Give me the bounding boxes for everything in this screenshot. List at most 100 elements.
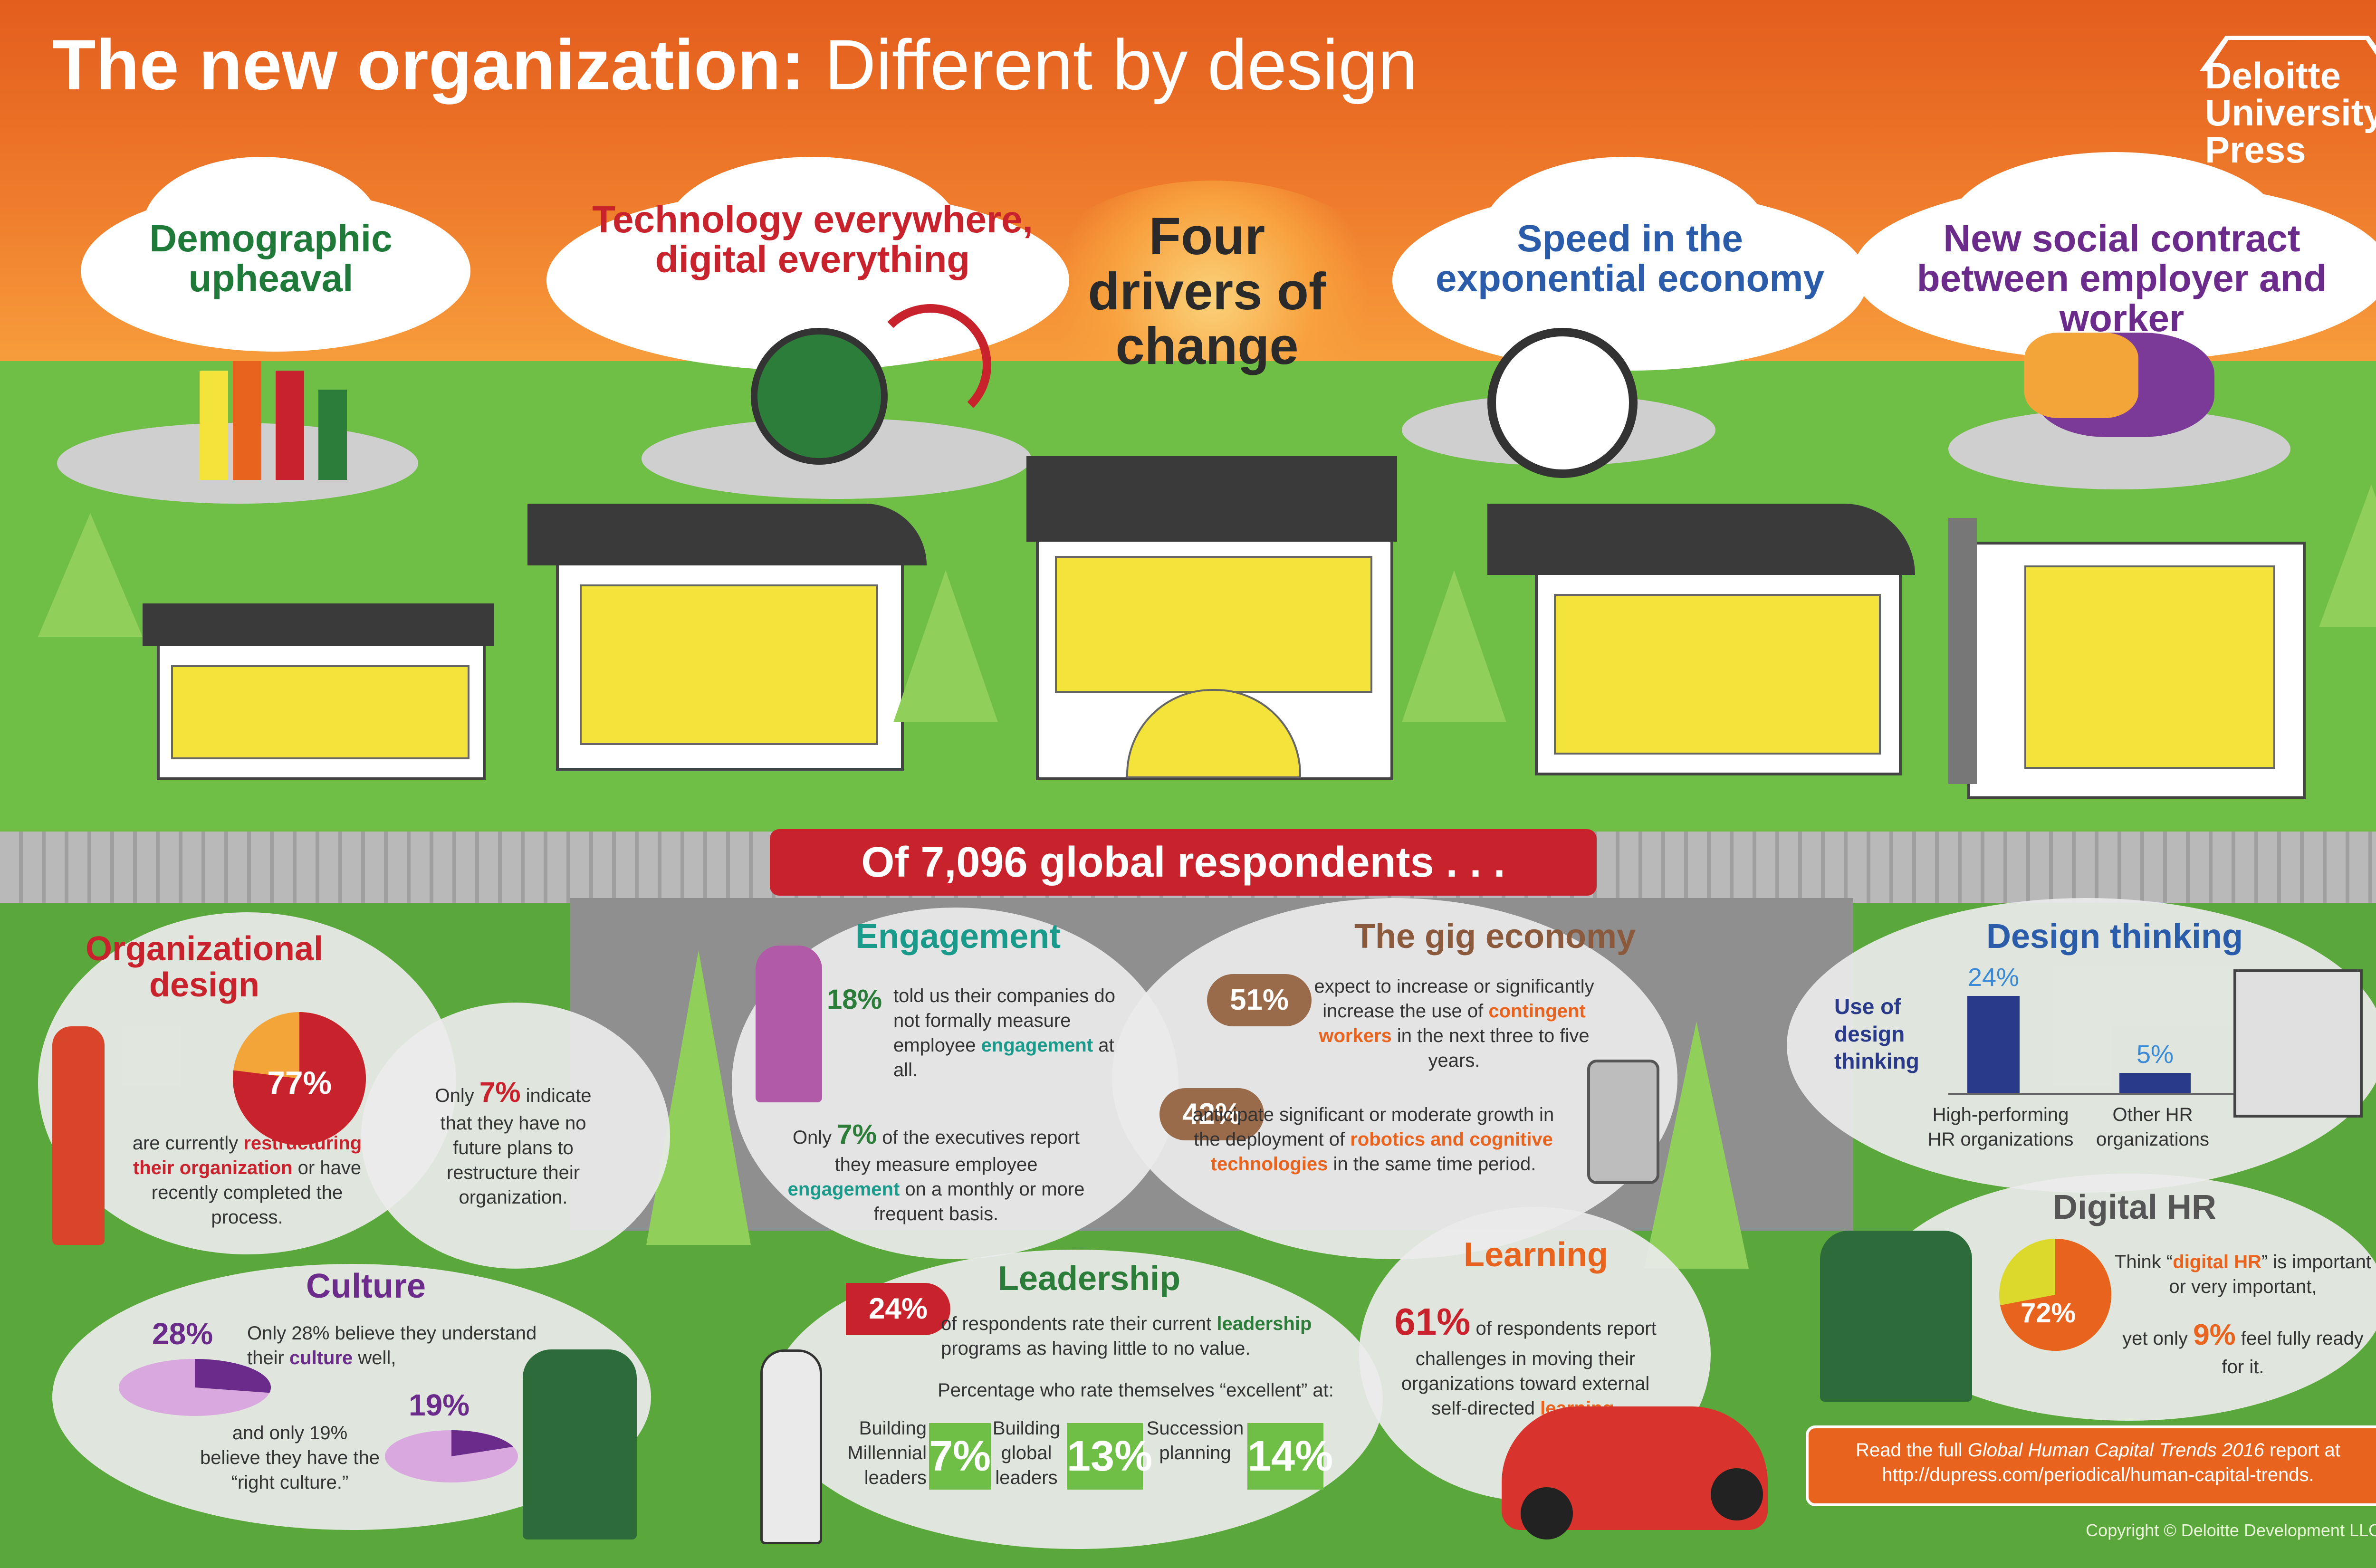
design-thinking-chart: 24% 5% bbox=[1948, 963, 2290, 1126]
org-design-text: are currently restructuring their organi… bbox=[132, 1133, 362, 1228]
design-thinking-title: Design thinking bbox=[1986, 918, 2243, 956]
leadership-item-label-1: Building global leaders bbox=[992, 1418, 1061, 1488]
house-1-roof bbox=[143, 603, 494, 646]
3d-printer-icon bbox=[2233, 969, 2363, 1118]
house-5-window bbox=[2024, 565, 2275, 769]
leadership-item-value-0: 7% bbox=[929, 1423, 991, 1490]
leadership-item-label-0: Building Millennial leaders bbox=[847, 1418, 927, 1488]
respondents-banner: Of 7,096 global respondents . . . bbox=[770, 829, 1597, 896]
house-5-roof bbox=[1948, 518, 1977, 784]
design-thinking-axis-label: Use of design thinking bbox=[1834, 994, 1919, 1073]
culture-pie-2 bbox=[385, 1430, 518, 1482]
org-design-percent: 77% bbox=[267, 1065, 332, 1101]
house-2-roof bbox=[527, 504, 927, 565]
gig-economy-title: The gig economy bbox=[1354, 918, 1636, 956]
tree-4 bbox=[2319, 485, 2376, 627]
digital-hr-title: Digital HR bbox=[2053, 1188, 2217, 1226]
cloud-speed-top bbox=[1483, 157, 1768, 309]
leadership-item-value-2: 14% bbox=[1247, 1423, 1333, 1490]
leadership-subhead: Percentage who rate themselves “excellen… bbox=[938, 1380, 1334, 1401]
culture-pie-1 bbox=[119, 1359, 271, 1416]
digital-hr-percent: 72% bbox=[2020, 1298, 2076, 1329]
driver-demographic: Demographic upheaval bbox=[149, 217, 393, 299]
engagement-text-2: Only 7% of the executives report they me… bbox=[787, 1119, 1085, 1225]
leadership-title: Leadership bbox=[998, 1260, 1181, 1298]
car-wheel-rear-icon bbox=[1711, 1468, 1763, 1520]
gig-pct-1: 51% bbox=[1207, 974, 1312, 1026]
bar-label-other-hr: 5% bbox=[2136, 1040, 2174, 1069]
house-3-window bbox=[1055, 556, 1372, 693]
report-url[interactable]: http://dupress.com/periodical/human-capi… bbox=[1882, 1464, 2314, 1485]
org-design-pie-slice bbox=[233, 1012, 366, 1145]
driver-technology: Technology everywhere, digital everythin… bbox=[592, 198, 1033, 280]
category-high-performing: High-performing HR organizations bbox=[1927, 1104, 2074, 1150]
report-link-box[interactable]: Read the full Global Human Capital Trend… bbox=[1806, 1425, 2376, 1506]
house-2-window bbox=[580, 584, 878, 745]
speech-bubble-icon bbox=[2024, 333, 2138, 418]
cloud-technology-top bbox=[665, 157, 960, 309]
culture-pie-1-slice bbox=[195, 1359, 271, 1393]
bar-chart-icon-2 bbox=[233, 361, 261, 480]
office-workers-figures bbox=[1820, 1231, 1972, 1402]
car-wheel-front-icon bbox=[1521, 1487, 1573, 1539]
gig-text-2: anticipate significant or moderate growt… bbox=[1192, 1104, 1554, 1175]
driver-speed: Speed in the exponential economy bbox=[1436, 217, 1824, 299]
digital-hr-pie-slice bbox=[2000, 1239, 2111, 1351]
leadership-pct-flag: 24% bbox=[846, 1283, 950, 1335]
bar-chart-icon bbox=[200, 371, 228, 480]
globe-icon bbox=[751, 328, 888, 465]
tree-3 bbox=[1402, 570, 1506, 722]
leadership-item-label-2: Succession planning bbox=[1146, 1418, 1244, 1463]
tree-1 bbox=[38, 513, 143, 637]
speedometer-icon bbox=[1487, 328, 1638, 478]
org-design-side-bubble bbox=[361, 1003, 670, 1269]
org-design-side-text: Only 7% indicate that they have no futur… bbox=[435, 1076, 592, 1208]
robot-icon bbox=[1587, 1060, 1659, 1184]
org-design-title: Organizational design bbox=[86, 930, 324, 1004]
report-link-line-1: Read the full Global Human Capital Trend… bbox=[1856, 1440, 2340, 1461]
gig-economy-bubble bbox=[1112, 898, 1677, 1259]
culture-pct-2: 19% bbox=[409, 1388, 470, 1422]
chart-baseline bbox=[1948, 1093, 2233, 1095]
bar-high-performing bbox=[1967, 996, 2020, 1093]
bar-chart-icon-3 bbox=[276, 371, 304, 480]
learning-text: 61% of respondents report challenges in … bbox=[1394, 1300, 1657, 1419]
gig-text-1: expect to increase or significantly incr… bbox=[1314, 976, 1594, 1071]
business-people-figures bbox=[523, 1349, 637, 1539]
cloud-demographic-top bbox=[143, 157, 380, 299]
bar-other-hr bbox=[2119, 1072, 2191, 1093]
culture-text-1: Only 28% believe they understand their c… bbox=[247, 1323, 537, 1368]
house-4-window bbox=[1554, 594, 1881, 755]
bar-chart-icon-4 bbox=[318, 390, 347, 480]
learning-title: Learning bbox=[1464, 1236, 1609, 1274]
drivers-heading: Four drivers of change bbox=[1088, 207, 1326, 375]
woman-figure bbox=[756, 946, 822, 1102]
house-4-roof bbox=[1487, 504, 1915, 575]
person-with-flag-figure bbox=[760, 1349, 822, 1544]
leadership-text: of respondents rate their current leader… bbox=[941, 1313, 1312, 1359]
culture-pct-1: 28% bbox=[152, 1317, 213, 1351]
page-title: The new organization: Different by desig… bbox=[52, 25, 1418, 105]
engagement-pct-1: 18% bbox=[827, 984, 882, 1015]
org-design-pie bbox=[233, 1012, 366, 1145]
house-3-roof bbox=[1026, 456, 1397, 542]
bar-label-high-performing: 24% bbox=[1967, 963, 2020, 992]
signal-icon bbox=[870, 304, 991, 426]
culture-pie-2-slice bbox=[451, 1430, 514, 1456]
engagement-title: Engagement bbox=[855, 918, 1061, 956]
house-1-window bbox=[171, 665, 469, 759]
publisher-logo: Deloitte University Press bbox=[2205, 55, 2376, 171]
digital-hr-text-1: Think “digital HR” is important or very … bbox=[2114, 1252, 2372, 1297]
digital-hr-pie bbox=[1999, 1239, 2111, 1351]
driver-social-contract: New social contract between employer and… bbox=[1916, 217, 2327, 339]
leadership-item-value-1: 13% bbox=[1067, 1423, 1152, 1490]
culture-text-2: and only 19% believe they have the “righ… bbox=[200, 1423, 380, 1493]
cloud-social-contract-top bbox=[1948, 152, 2281, 304]
digital-hr-text-2: yet only 9% feel fully ready for it. bbox=[2122, 1319, 2364, 1377]
gig-pct-2: 42% bbox=[1159, 1088, 1264, 1140]
engagement-text-1: told us their companies do not formally … bbox=[893, 985, 1115, 1080]
category-other-hr: Other HR organizations bbox=[2096, 1104, 2209, 1150]
culture-title: Culture bbox=[306, 1267, 426, 1305]
tree-2 bbox=[893, 570, 998, 722]
copyright: Copyright © Deloitte Development LLC. bbox=[2086, 1520, 2376, 1540]
